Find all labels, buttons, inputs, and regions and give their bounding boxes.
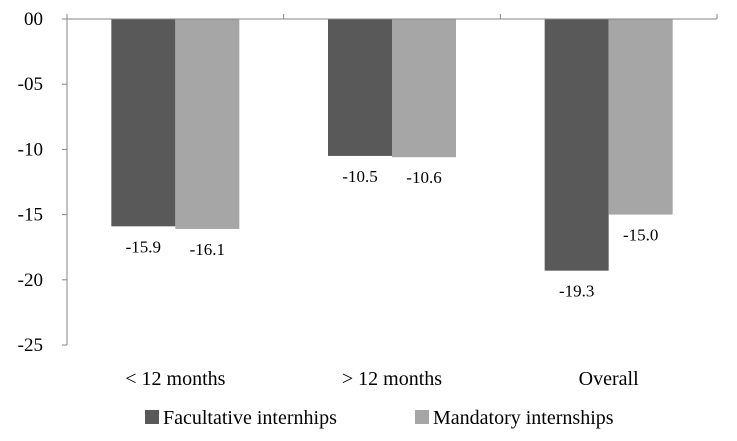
bars	[111, 19, 673, 271]
data-label: -19.3	[559, 282, 594, 301]
data-label: -16.1	[190, 240, 225, 259]
bar-facultative	[111, 19, 176, 227]
data-label: -10.5	[342, 167, 377, 186]
y-tick-label: -10	[18, 139, 43, 160]
data-label: -15.9	[126, 237, 161, 256]
data-label: -10.6	[406, 168, 441, 187]
legend-label: Facultative internhips	[163, 407, 337, 429]
y-tick-label: -05	[18, 74, 43, 95]
y-tick-label: -25	[18, 335, 43, 356]
bar-mandatory	[608, 19, 673, 215]
category-label: > 12 months	[342, 368, 442, 390]
legend-swatch	[415, 410, 429, 424]
legend-swatch	[145, 410, 159, 424]
data-labels: -15.9 -16.1 -10.5 -10.6 -19.3 -15.0	[126, 167, 659, 301]
x-axis: < 12 months > 12 months Overall	[66, 14, 718, 390]
category-label: Overall	[579, 368, 639, 390]
y-tick-label: -15	[18, 205, 43, 226]
legend: Facultative internhips Mandatory internsh…	[145, 407, 614, 429]
bar-facultative	[544, 19, 609, 271]
y-axis: 00 -05 -10 -15 -20 -25	[18, 9, 68, 356]
bar-facultative	[328, 19, 392, 156]
legend-label: Mandatory internships	[433, 407, 614, 429]
data-label: -15.0	[623, 226, 658, 245]
y-tick-label: 00	[24, 9, 43, 30]
category-label: < 12 months	[125, 368, 225, 390]
bar-mandatory	[392, 19, 456, 158]
y-tick-label: -20	[18, 270, 43, 291]
bar-mandatory	[175, 19, 240, 229]
